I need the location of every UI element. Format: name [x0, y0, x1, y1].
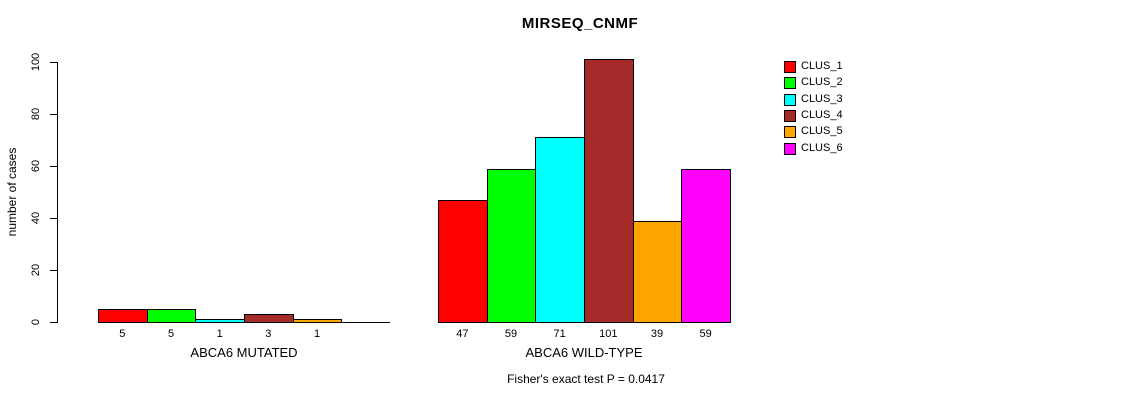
y-axis-tick-label: 0 — [30, 318, 42, 326]
bar-clus_5-group2 — [632, 220, 683, 323]
y-axis-tick — [50, 269, 57, 271]
bar-value-label: 5 — [167, 328, 175, 340]
bar-clus_4-group1 — [244, 314, 294, 323]
bar-clus_3-group1 — [195, 319, 245, 323]
y-axis-tick — [50, 321, 57, 323]
legend-swatch-clus_6 — [784, 142, 796, 155]
bar-value-label: 39 — [650, 328, 664, 340]
bar-value-label: 59 — [504, 328, 518, 340]
bar-clus_5-group1 — [292, 319, 343, 323]
y-axis-tick-label: 40 — [30, 211, 42, 225]
fisher-annotation: Fisher's exact test P = 0.0417 — [507, 372, 665, 386]
legend-label: CLUS_4 — [801, 108, 843, 121]
y-axis-tick-label: 20 — [30, 263, 42, 277]
y-axis-tick — [50, 165, 57, 167]
legend-swatch-clus_5 — [784, 126, 796, 139]
bar-value-label: 3 — [265, 328, 272, 340]
bar-clus_4-group2 — [584, 59, 634, 323]
legend-swatch-clus_1 — [784, 61, 796, 73]
y-axis-tick — [50, 217, 57, 219]
y-axis-tick — [50, 61, 57, 63]
bar-value-label: 1 — [216, 328, 223, 340]
bar-clus_6-group2 — [681, 168, 731, 323]
y-axis-tick — [50, 113, 57, 115]
legend-swatch-clus_4 — [784, 109, 796, 122]
y-axis-tick-label: 100 — [30, 52, 42, 72]
bar-clus_1-group1 — [98, 309, 148, 323]
bar-value-label: 101 — [599, 328, 618, 340]
y-axis-tick-label: 80 — [30, 107, 42, 121]
bar-value-label: 1 — [313, 328, 321, 340]
bar-clus_3-group2 — [535, 137, 585, 323]
bar-value-label: 71 — [553, 328, 566, 340]
legend-label: CLUS_1 — [801, 60, 843, 72]
legend-label: CLUS_5 — [801, 125, 843, 138]
legend-label: CLUS_3 — [801, 92, 843, 105]
legend-label: CLUS_2 — [801, 76, 843, 89]
legend-label: CLUS_6 — [801, 141, 843, 154]
group-label-wild-type: ABCA6 WILD-TYPE — [525, 345, 643, 360]
y-axis-tick-label: 60 — [30, 159, 42, 173]
bar-clus_2-group2 — [486, 168, 537, 323]
group-label-mutated: ABCA6 MUTATED — [190, 345, 298, 360]
bar-value-label: 47 — [456, 328, 469, 340]
bar-value-label: 59 — [699, 328, 712, 340]
chart-title: MIRSEQ_CNMF — [521, 15, 639, 32]
bar-clus_1-group2 — [438, 199, 488, 323]
y-axis-line — [57, 62, 58, 323]
legend-swatch-clus_3 — [784, 93, 796, 106]
bar-value-label: 5 — [119, 328, 126, 340]
bar-clus_2-group1 — [146, 309, 197, 323]
legend-swatch-clus_2 — [784, 77, 796, 90]
